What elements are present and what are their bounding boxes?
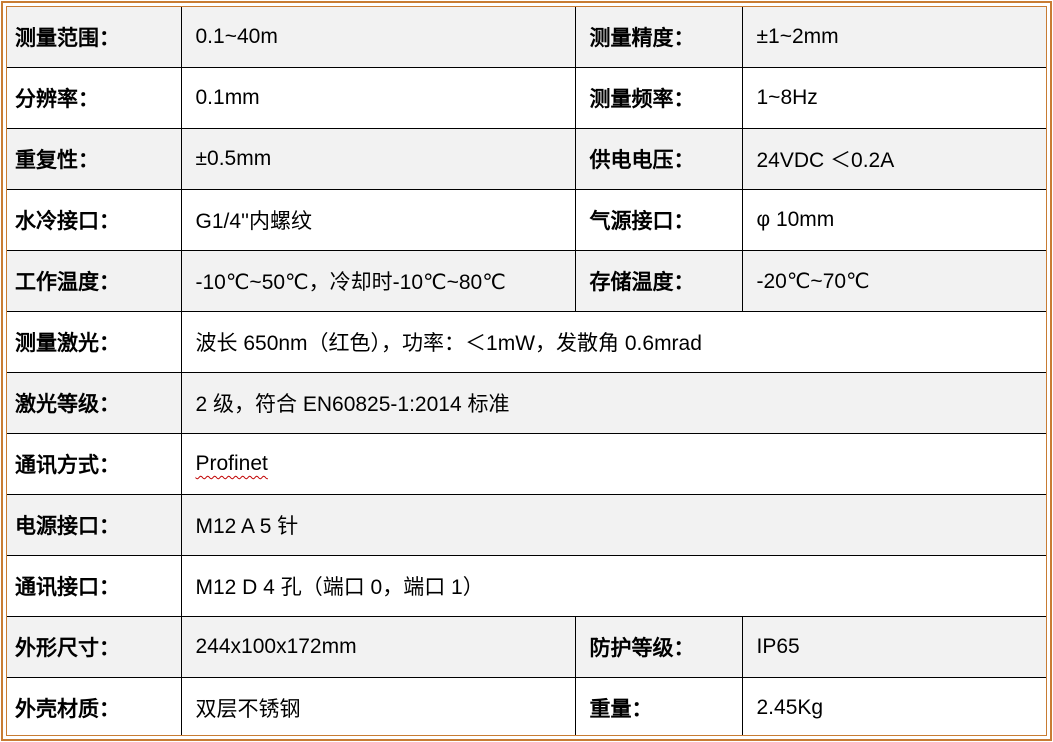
table-row: 通讯方式： Profinet — [7, 433, 1046, 495]
spec-label: 电源接口： — [7, 494, 182, 556]
spec-value: 24VDC ＜0.2A — [741, 128, 1046, 190]
spec-value: 0.1~40m — [180, 7, 576, 68]
spec-value: ±0.5mm — [180, 128, 576, 190]
spec-label: 外壳材质： — [7, 677, 182, 735]
spec-label: 分辨率： — [7, 67, 182, 129]
spec-label: 通讯方式： — [7, 433, 182, 495]
spec-value: 244x100x172mm — [180, 616, 576, 678]
table-row: 测量范围： 0.1~40m 测量精度： ±1~2mm — [7, 7, 1046, 68]
table-row: 外壳材质： 双层不锈钢 重量： 2.45Kg — [7, 677, 1046, 735]
spec-value: 2.45Kg — [741, 677, 1046, 735]
spec-value: 0.1mm — [180, 67, 576, 129]
table-row: 测量激光： 波长 650nm（红色），功率：＜1mW，发散角 0.6mrad — [7, 311, 1046, 373]
spec-value: M12 A 5 针 — [180, 494, 1046, 556]
table-row: 电源接口： M12 A 5 针 — [7, 494, 1046, 556]
spec-value: -20℃~70℃ — [741, 250, 1046, 312]
spec-value: φ 10mm — [741, 189, 1046, 251]
spec-label: 测量激光： — [7, 311, 182, 373]
spec-value: G1/4''内螺纹 — [180, 189, 576, 251]
spec-value: 1~8Hz — [741, 67, 1046, 129]
spec-label: 激光等级： — [7, 372, 182, 434]
table-row: 激光等级： 2 级，符合 EN60825-1:2014 标准 — [7, 372, 1046, 434]
spec-label: 测量范围： — [7, 7, 182, 68]
spec-label: 重复性： — [7, 128, 182, 190]
spec-table: 测量范围： 0.1~40m 测量精度： ±1~2mm 分辨率： 0.1mm 测量… — [7, 7, 1046, 735]
spec-label: 水冷接口： — [7, 189, 182, 251]
spec-value: 波长 650nm（红色），功率：＜1mW，发散角 0.6mrad — [180, 311, 1046, 373]
spec-value-spellchecked: Profinet — [195, 452, 268, 475]
spec-label: 工作温度： — [7, 250, 182, 312]
table-inner-border: 测量范围： 0.1~40m 测量精度： ±1~2mm 分辨率： 0.1mm 测量… — [6, 6, 1047, 736]
spec-value: Profinet — [180, 433, 1046, 495]
spec-label: 通讯接口： — [7, 555, 182, 617]
spec-value: M12 D 4 孔（端口 0，端口 1） — [180, 555, 1046, 617]
spec-label: 测量精度： — [574, 7, 743, 68]
spec-label: 外形尺寸： — [7, 616, 182, 678]
spec-label: 测量频率： — [574, 67, 743, 129]
table-row: 通讯接口： M12 D 4 孔（端口 0，端口 1） — [7, 555, 1046, 617]
spec-value: 2 级，符合 EN60825-1:2014 标准 — [180, 372, 1046, 434]
spec-value: 双层不锈钢 — [180, 677, 576, 735]
table-row: 外形尺寸： 244x100x172mm 防护等级： IP65 — [7, 616, 1046, 678]
spec-value: ±1~2mm — [741, 7, 1046, 68]
spec-label: 气源接口： — [574, 189, 743, 251]
spec-value: -10℃~50℃，冷却时-10℃~80℃ — [180, 250, 576, 312]
table-row: 工作温度： -10℃~50℃，冷却时-10℃~80℃ 存储温度： -20℃~70… — [7, 250, 1046, 312]
table-row: 水冷接口： G1/4''内螺纹 气源接口： φ 10mm — [7, 189, 1046, 251]
spec-value: IP65 — [741, 616, 1046, 678]
spec-label: 供电电压： — [574, 128, 743, 190]
spec-label: 防护等级： — [574, 616, 743, 678]
spec-label: 重量： — [574, 677, 743, 735]
table-row: 重复性： ±0.5mm 供电电压： 24VDC ＜0.2A — [7, 128, 1046, 190]
table-row: 分辨率： 0.1mm 测量频率： 1~8Hz — [7, 67, 1046, 129]
spec-label: 存储温度： — [574, 250, 743, 312]
